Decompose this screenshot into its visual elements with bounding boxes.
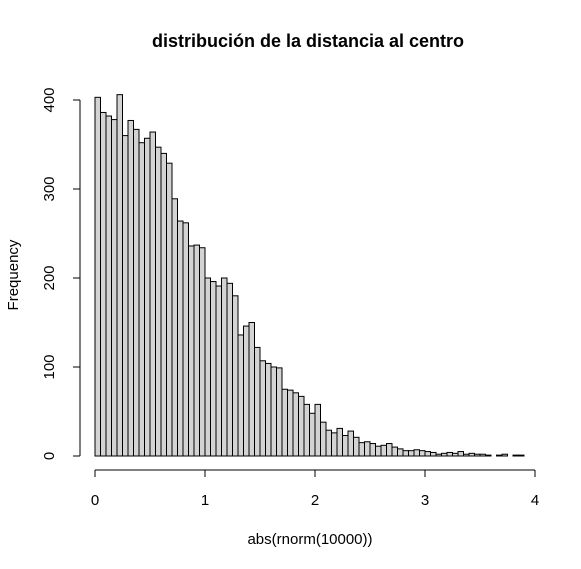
x-tick-label: 1 bbox=[201, 492, 209, 509]
histogram-bar bbox=[468, 452, 475, 457]
histogram-bar bbox=[413, 449, 420, 457]
histogram-bar bbox=[221, 277, 228, 457]
histogram-bar bbox=[325, 429, 332, 457]
histogram-bar bbox=[100, 111, 107, 457]
histogram-bar bbox=[501, 453, 508, 457]
histogram-bar bbox=[391, 446, 398, 457]
histogram-bar bbox=[512, 454, 519, 457]
histogram-bar bbox=[232, 295, 239, 457]
histogram-bar bbox=[210, 281, 217, 457]
x-tick-label: 0 bbox=[91, 492, 99, 509]
histogram-bar bbox=[386, 443, 393, 457]
histogram-bar bbox=[259, 360, 266, 457]
histogram-bar bbox=[122, 135, 129, 457]
histogram-bar bbox=[127, 119, 134, 457]
histogram-bar bbox=[166, 162, 173, 457]
x-axis-label: abs(rnorm(10000)) bbox=[247, 531, 372, 548]
histogram-bar bbox=[474, 453, 481, 457]
histogram-bar bbox=[364, 441, 371, 457]
histogram-bar bbox=[298, 395, 305, 457]
histogram-bar bbox=[155, 146, 162, 457]
chart-title: distribución de la distancia al centro bbox=[152, 31, 464, 51]
histogram-bar bbox=[336, 427, 343, 457]
histogram-bar bbox=[485, 454, 492, 457]
y-tick-label: 400 bbox=[41, 87, 58, 112]
x-tick-label: 2 bbox=[311, 492, 319, 509]
histogram-bar bbox=[463, 453, 470, 457]
histogram-bar bbox=[496, 454, 503, 457]
histogram-bar bbox=[452, 452, 459, 457]
histogram-bar bbox=[292, 392, 299, 457]
y-tick-label: 300 bbox=[41, 176, 58, 201]
histogram-bar bbox=[182, 222, 189, 457]
histogram-bar bbox=[375, 445, 382, 457]
histogram-bar bbox=[320, 421, 327, 457]
bars-group bbox=[94, 94, 525, 457]
histogram-bar bbox=[331, 432, 338, 457]
histogram-bar bbox=[111, 119, 118, 457]
histogram-bar bbox=[342, 435, 349, 457]
histogram-bar bbox=[479, 453, 486, 457]
histogram-bar bbox=[287, 389, 294, 457]
histogram-bar bbox=[380, 444, 387, 457]
histogram-bar bbox=[446, 451, 453, 457]
x-axis: 0 1 2 3 4 bbox=[91, 469, 539, 509]
x-tick-label: 4 bbox=[531, 492, 539, 509]
histogram-bar bbox=[419, 450, 426, 457]
histogram-bar bbox=[105, 115, 112, 457]
histogram-bar bbox=[177, 220, 184, 457]
histogram-bar bbox=[347, 430, 354, 457]
histogram-bar bbox=[116, 94, 123, 457]
histogram-bar bbox=[171, 198, 178, 457]
histogram-bar bbox=[270, 366, 277, 457]
histogram-bar bbox=[309, 412, 316, 457]
histogram-bar bbox=[435, 453, 442, 457]
histogram-bar bbox=[397, 448, 404, 457]
y-axis: 0 100 200 300 400 bbox=[41, 87, 81, 460]
histogram-bar bbox=[276, 367, 283, 457]
histogram-bar bbox=[94, 96, 101, 457]
histogram-bar bbox=[199, 247, 206, 457]
histogram-bar bbox=[353, 436, 360, 457]
histogram-bar bbox=[518, 454, 525, 457]
x-tick-label: 3 bbox=[421, 492, 429, 509]
histogram-bar bbox=[254, 346, 261, 457]
histogram-bar bbox=[204, 277, 211, 457]
histogram-bar bbox=[160, 152, 167, 457]
histogram-bar bbox=[226, 282, 233, 457]
histogram-bar bbox=[402, 450, 409, 457]
histogram-bar bbox=[314, 403, 321, 457]
histogram-bar bbox=[369, 443, 376, 457]
histogram-bar bbox=[149, 131, 156, 457]
y-tick-label: 200 bbox=[41, 265, 58, 290]
histogram-bar bbox=[248, 322, 255, 457]
histogram-bar bbox=[424, 451, 431, 457]
histogram-bar bbox=[430, 451, 437, 457]
histogram-bar bbox=[243, 325, 250, 457]
histogram-bar bbox=[193, 244, 200, 457]
histogram-bar bbox=[133, 128, 140, 457]
histogram-bar bbox=[441, 452, 448, 457]
histogram-bar bbox=[408, 450, 415, 457]
histogram-bar bbox=[215, 285, 222, 457]
histogram-bar bbox=[303, 403, 310, 457]
histogram-bar bbox=[237, 334, 244, 457]
histogram-bar bbox=[265, 362, 272, 457]
histogram-bar bbox=[138, 142, 145, 457]
y-tick-label: 100 bbox=[41, 354, 58, 379]
histogram-bar bbox=[188, 245, 195, 457]
y-tick-label: 0 bbox=[41, 452, 58, 460]
histogram-bar bbox=[358, 442, 365, 457]
histogram-bar bbox=[457, 451, 464, 457]
y-axis-label: Frequency bbox=[5, 239, 22, 310]
histogram-bar bbox=[281, 388, 288, 457]
histogram-bar bbox=[144, 137, 151, 457]
